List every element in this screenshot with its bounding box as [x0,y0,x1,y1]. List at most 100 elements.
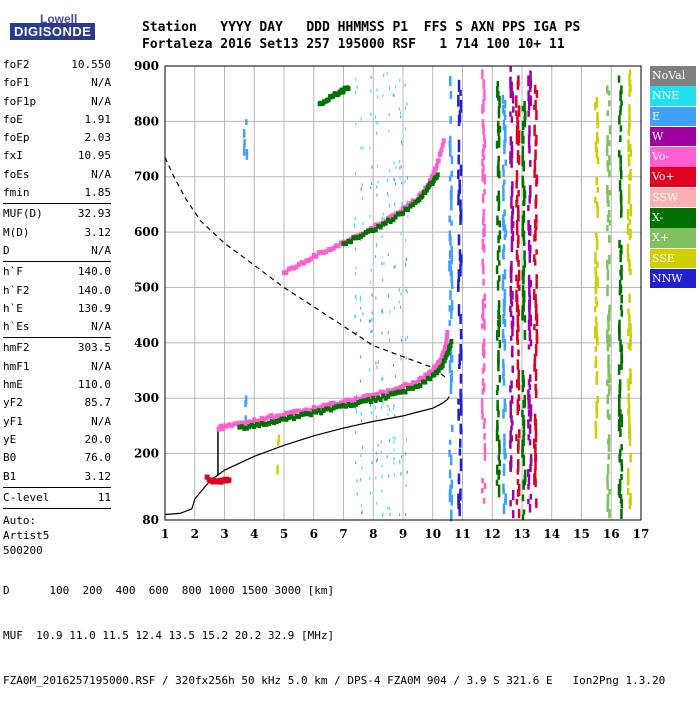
streak-segment [523,315,527,323]
streak-segment [509,500,512,507]
streak-segment [517,439,520,450]
streak-segment [533,159,537,172]
streak-segment [516,479,520,485]
streak-segment [509,111,512,117]
streak-segment [458,438,462,448]
streak-segment [504,229,508,237]
streak-segment [459,89,462,96]
streak-segment [481,308,485,321]
echo-point [353,235,358,241]
header-labels: Station YYYY DAY DDD HHMMSS P1 FFS S AXN… [142,20,581,35]
echo-point [358,396,363,402]
noise-speckle [360,453,362,457]
noise-speckle [354,223,356,227]
echo-point [306,408,311,414]
echo-point [341,89,346,95]
noise-speckle [362,510,364,514]
noise-speckle [405,263,407,267]
streak-segment [498,170,501,179]
noise-speckle [354,225,356,229]
noise-speckle [382,514,384,518]
echo-point [314,253,319,259]
streak-segment [618,239,621,249]
echo-point [252,417,257,423]
echo-point [348,403,353,409]
streak-segment [458,363,461,370]
streak-segment [521,409,524,418]
noise-speckle [355,122,357,126]
streak-segment [510,380,513,389]
streak-segment [449,115,452,124]
noise-speckle [406,257,408,261]
streak-segment [450,499,453,506]
streak-segment [627,129,631,136]
streak-segment [628,218,631,225]
echo-point [319,410,324,416]
streak-segment [627,378,630,390]
streak-segment [533,324,536,331]
streak-segment [594,296,598,304]
streak-segment [596,206,600,219]
legend-item: X+ [650,228,696,248]
streak-segment [595,410,599,419]
parameter-value: 303.5 [77,341,111,355]
echo-point [329,407,334,413]
echo-point [363,398,368,404]
streak-segment [450,185,453,199]
parameter-label: fmin [3,186,30,200]
streak-segment [517,234,520,245]
streak-segment [497,310,500,320]
streak-segment [517,269,521,282]
streak-segment [516,150,520,163]
noise-speckle [355,297,357,301]
echo-point [346,402,351,408]
noise-speckle [393,306,395,310]
streak-segment [457,194,460,206]
streak-segment [527,344,531,350]
echo-point [242,420,247,426]
streak-segment [501,104,505,114]
parameter-separator [3,337,111,339]
echo-point [381,221,386,227]
streak-segment [481,119,485,129]
footer: D 100 200 400 600 800 1000 1500 3000 [km… [3,553,665,703]
streak-segment [607,319,610,326]
echo-point [326,402,331,408]
echo-point [291,409,296,415]
parameter-row: foEp 2.03 [3,129,111,147]
echo-point [405,203,410,209]
streak-segment [244,415,247,425]
streak-segment [617,404,621,417]
streak-segment [510,415,513,423]
streak-segment [510,141,514,154]
streak-segment [619,90,622,101]
y-tick-label: 600 [134,225,159,239]
streak-segment [459,488,462,501]
streak-segment [532,289,536,301]
streak-segment [595,371,599,377]
streak-segment [516,359,520,370]
y-tick-label: 400 [134,336,159,350]
echo-point [391,217,396,223]
streak-segment [607,354,610,363]
parameter-row: D N/A [3,242,111,260]
parameter-row: fmin 1.85 [3,184,111,202]
echo-point [274,413,279,419]
streak-segment [450,155,454,165]
echo-point [398,389,403,395]
streak-segment [527,434,531,441]
echo-point [264,421,269,427]
echo-point [264,415,269,421]
header-values: Fortaleza 2016 Set13 257 195000 RSF 1 71… [142,37,565,52]
noise-speckle [354,272,356,276]
echo-point [448,342,453,348]
brand-line1: Lowell [40,12,78,26]
echo-point [383,390,388,396]
streak-segment [533,413,537,426]
streak-segment [628,69,632,76]
streak-segment [521,449,524,458]
streak-segment [528,145,531,154]
noise-speckle [362,146,364,150]
echo-point [393,386,398,392]
streak-segment [620,464,624,472]
